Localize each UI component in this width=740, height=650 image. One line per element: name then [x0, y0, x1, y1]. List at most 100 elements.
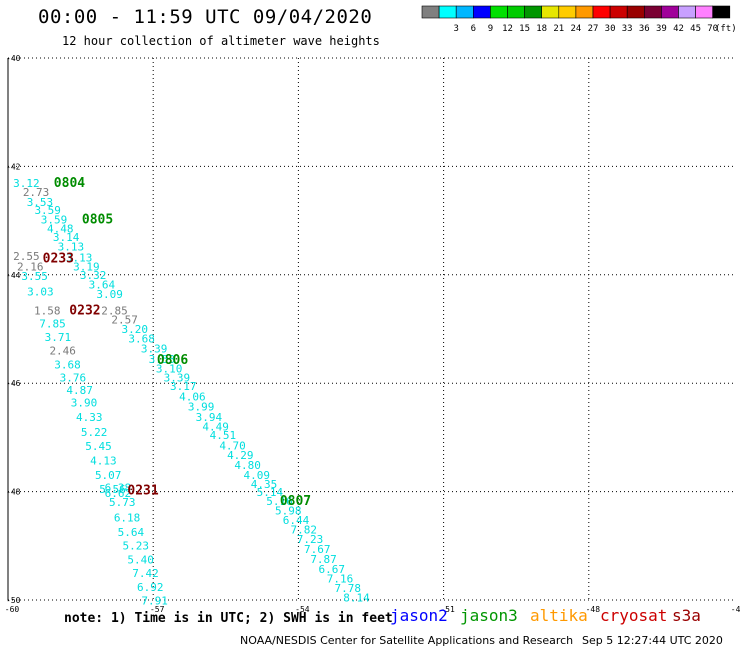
wave-height-value: 4.87 [66, 384, 93, 397]
wave-height-value: 4.70 [219, 439, 246, 452]
wave-height-value: 1.58 [34, 304, 61, 317]
footer-note: note: 1) Time is in UTC; 2) SWH is in fe… [64, 611, 393, 626]
pass-label: 0807 [280, 494, 311, 509]
legend-swatch [575, 5, 594, 19]
legend-label: 24 [570, 24, 581, 34]
legend-label: 39 [656, 24, 667, 34]
wave-height-value: 3.17 [170, 380, 197, 393]
legend-swatch [472, 5, 491, 19]
pass-label: 0804 [54, 176, 85, 191]
wave-height-value: 3.71 [45, 331, 72, 344]
wave-height-value: 2.85 [101, 304, 128, 317]
legend-swatch [490, 5, 508, 19]
legend-swatch [695, 5, 713, 19]
wave-height-value: 2.16 [17, 260, 44, 273]
legend-swatch [626, 5, 645, 19]
wave-height-value: 6.18 [114, 511, 141, 524]
wave-height-value: 4.48 [47, 223, 74, 236]
wave-height-value: 2.55 [13, 250, 40, 263]
wave-height-value: 3.90 [71, 397, 98, 410]
legend-label: 15 [519, 24, 530, 34]
wave-height-value: 7.16 [327, 573, 354, 586]
legend-label: 21 [553, 24, 564, 34]
x-tick-label: -54 [295, 605, 310, 614]
wave-height-value: 6.44 [283, 514, 310, 527]
wave-height-value: 3.39 [141, 342, 168, 355]
wave-height-value: 7.85 [39, 317, 66, 330]
wave-height-value: 8.14 [343, 592, 370, 605]
color-scale-legend: 3 6 9 12 15 18 21 24 27 30 33 36 39 42 45 70(ft) [421, 5, 737, 34]
wave-height-value: 4.13 [90, 455, 117, 468]
wave-height-value: 3.13 [66, 251, 93, 264]
wave-height-value: 7.78 [335, 582, 362, 595]
x-tick-label: -45 [731, 605, 740, 614]
legend-label: 3 [453, 24, 458, 34]
satellite-legend-s3a: s3a [672, 606, 701, 625]
y-tick-label: -50 [6, 596, 21, 605]
legend-swatch [558, 5, 577, 19]
wave-height-value: 5.07 [95, 469, 122, 482]
wave-height-value: 3.53 [27, 196, 54, 209]
wave-height-value: 4.49 [202, 420, 229, 433]
wave-height-value: 3.59 [34, 204, 61, 217]
wave-height-marks: 3.122.733.533.593.594.483.143.133.133.19… [13, 177, 370, 607]
pass-labels: 0804 0805 0233 0232 0806 0231 0807 [43, 176, 311, 509]
wave-height-value: 4.35 [251, 478, 278, 491]
x-tick-label: -60 [5, 605, 20, 614]
wave-height-value: 7.67 [304, 543, 331, 556]
wave-height-value: 3.39 [164, 372, 191, 385]
wave-height-value: 3.59 [41, 213, 68, 226]
legend-swatch [421, 5, 440, 19]
x-tick-label: -57 [150, 605, 165, 614]
wave-height-value: 4.80 [234, 459, 261, 472]
axis-ticks: -40 -42 -44 -46 -48 -50-60 -57 -54 -51 -48 -45 [5, 54, 740, 614]
wave-height-value: 3.13 [58, 240, 85, 253]
legend-label: 45 [690, 24, 701, 34]
wave-height-value: 3.53 [149, 353, 176, 366]
legend-swatch [592, 5, 611, 19]
wave-height-value: 7.42 [132, 567, 159, 580]
pass-label: 0806 [157, 353, 188, 368]
wave-height-value: 3.99 [188, 400, 215, 413]
chart-grid [8, 57, 734, 601]
generated-time: Sep 5 12:27:44 UTC 2020 [582, 634, 723, 647]
page-title: 00:00 - 11:59 UTC 09/04/2020 [38, 6, 373, 28]
pass-label: 0231 [127, 483, 158, 498]
legend-swatch [609, 5, 628, 19]
page-subtitle: 12 hour collection of altimeter wave hei… [62, 34, 380, 48]
wave-height-value: 5.45 [85, 440, 112, 453]
wave-height-value: 3.19 [73, 260, 100, 273]
pass-label: 0233 [43, 251, 74, 266]
wave-height-value: 7.91 [141, 594, 168, 607]
x-tick-label: -48 [586, 605, 601, 614]
legend-label: 6 [471, 24, 476, 34]
wave-height-value: 6.92 [137, 581, 164, 594]
legend-label: 70 [707, 24, 718, 34]
legend-label: 9 [488, 24, 493, 34]
wave-height-value: 7.23 [297, 533, 324, 546]
wave-height-value: 7.82 [290, 523, 317, 536]
wave-height-value: 5.22 [81, 426, 108, 439]
legend-unit: (ft) [715, 24, 737, 34]
wave-height-value: 5.23 [123, 540, 150, 553]
wave-height-value: 4.51 [210, 429, 237, 442]
wave-height-value: 3.14 [53, 231, 80, 244]
wave-height-value: 3.12 [13, 177, 40, 190]
legend-swatch [661, 5, 679, 19]
legend-label: 33 [622, 24, 633, 34]
satellite-legend-jason3: jason3 [460, 606, 518, 625]
wave-height-value: 4.09 [244, 469, 271, 482]
legend-swatch [678, 5, 696, 19]
wave-height-value: 2.46 [49, 344, 76, 357]
x-tick-label: -51 [440, 605, 455, 614]
wave-height-value: 5.40 [127, 554, 154, 567]
wave-height-value: 4.29 [227, 449, 254, 462]
wave-height-value: 6.62 [105, 487, 132, 500]
pass-label: 0232 [69, 303, 100, 318]
wave-height-value: 5.64 [118, 526, 145, 539]
wave-height-value: 3.64 [89, 278, 116, 291]
wave-height-value: 3.10 [156, 362, 183, 375]
legend-swatch [643, 5, 662, 19]
